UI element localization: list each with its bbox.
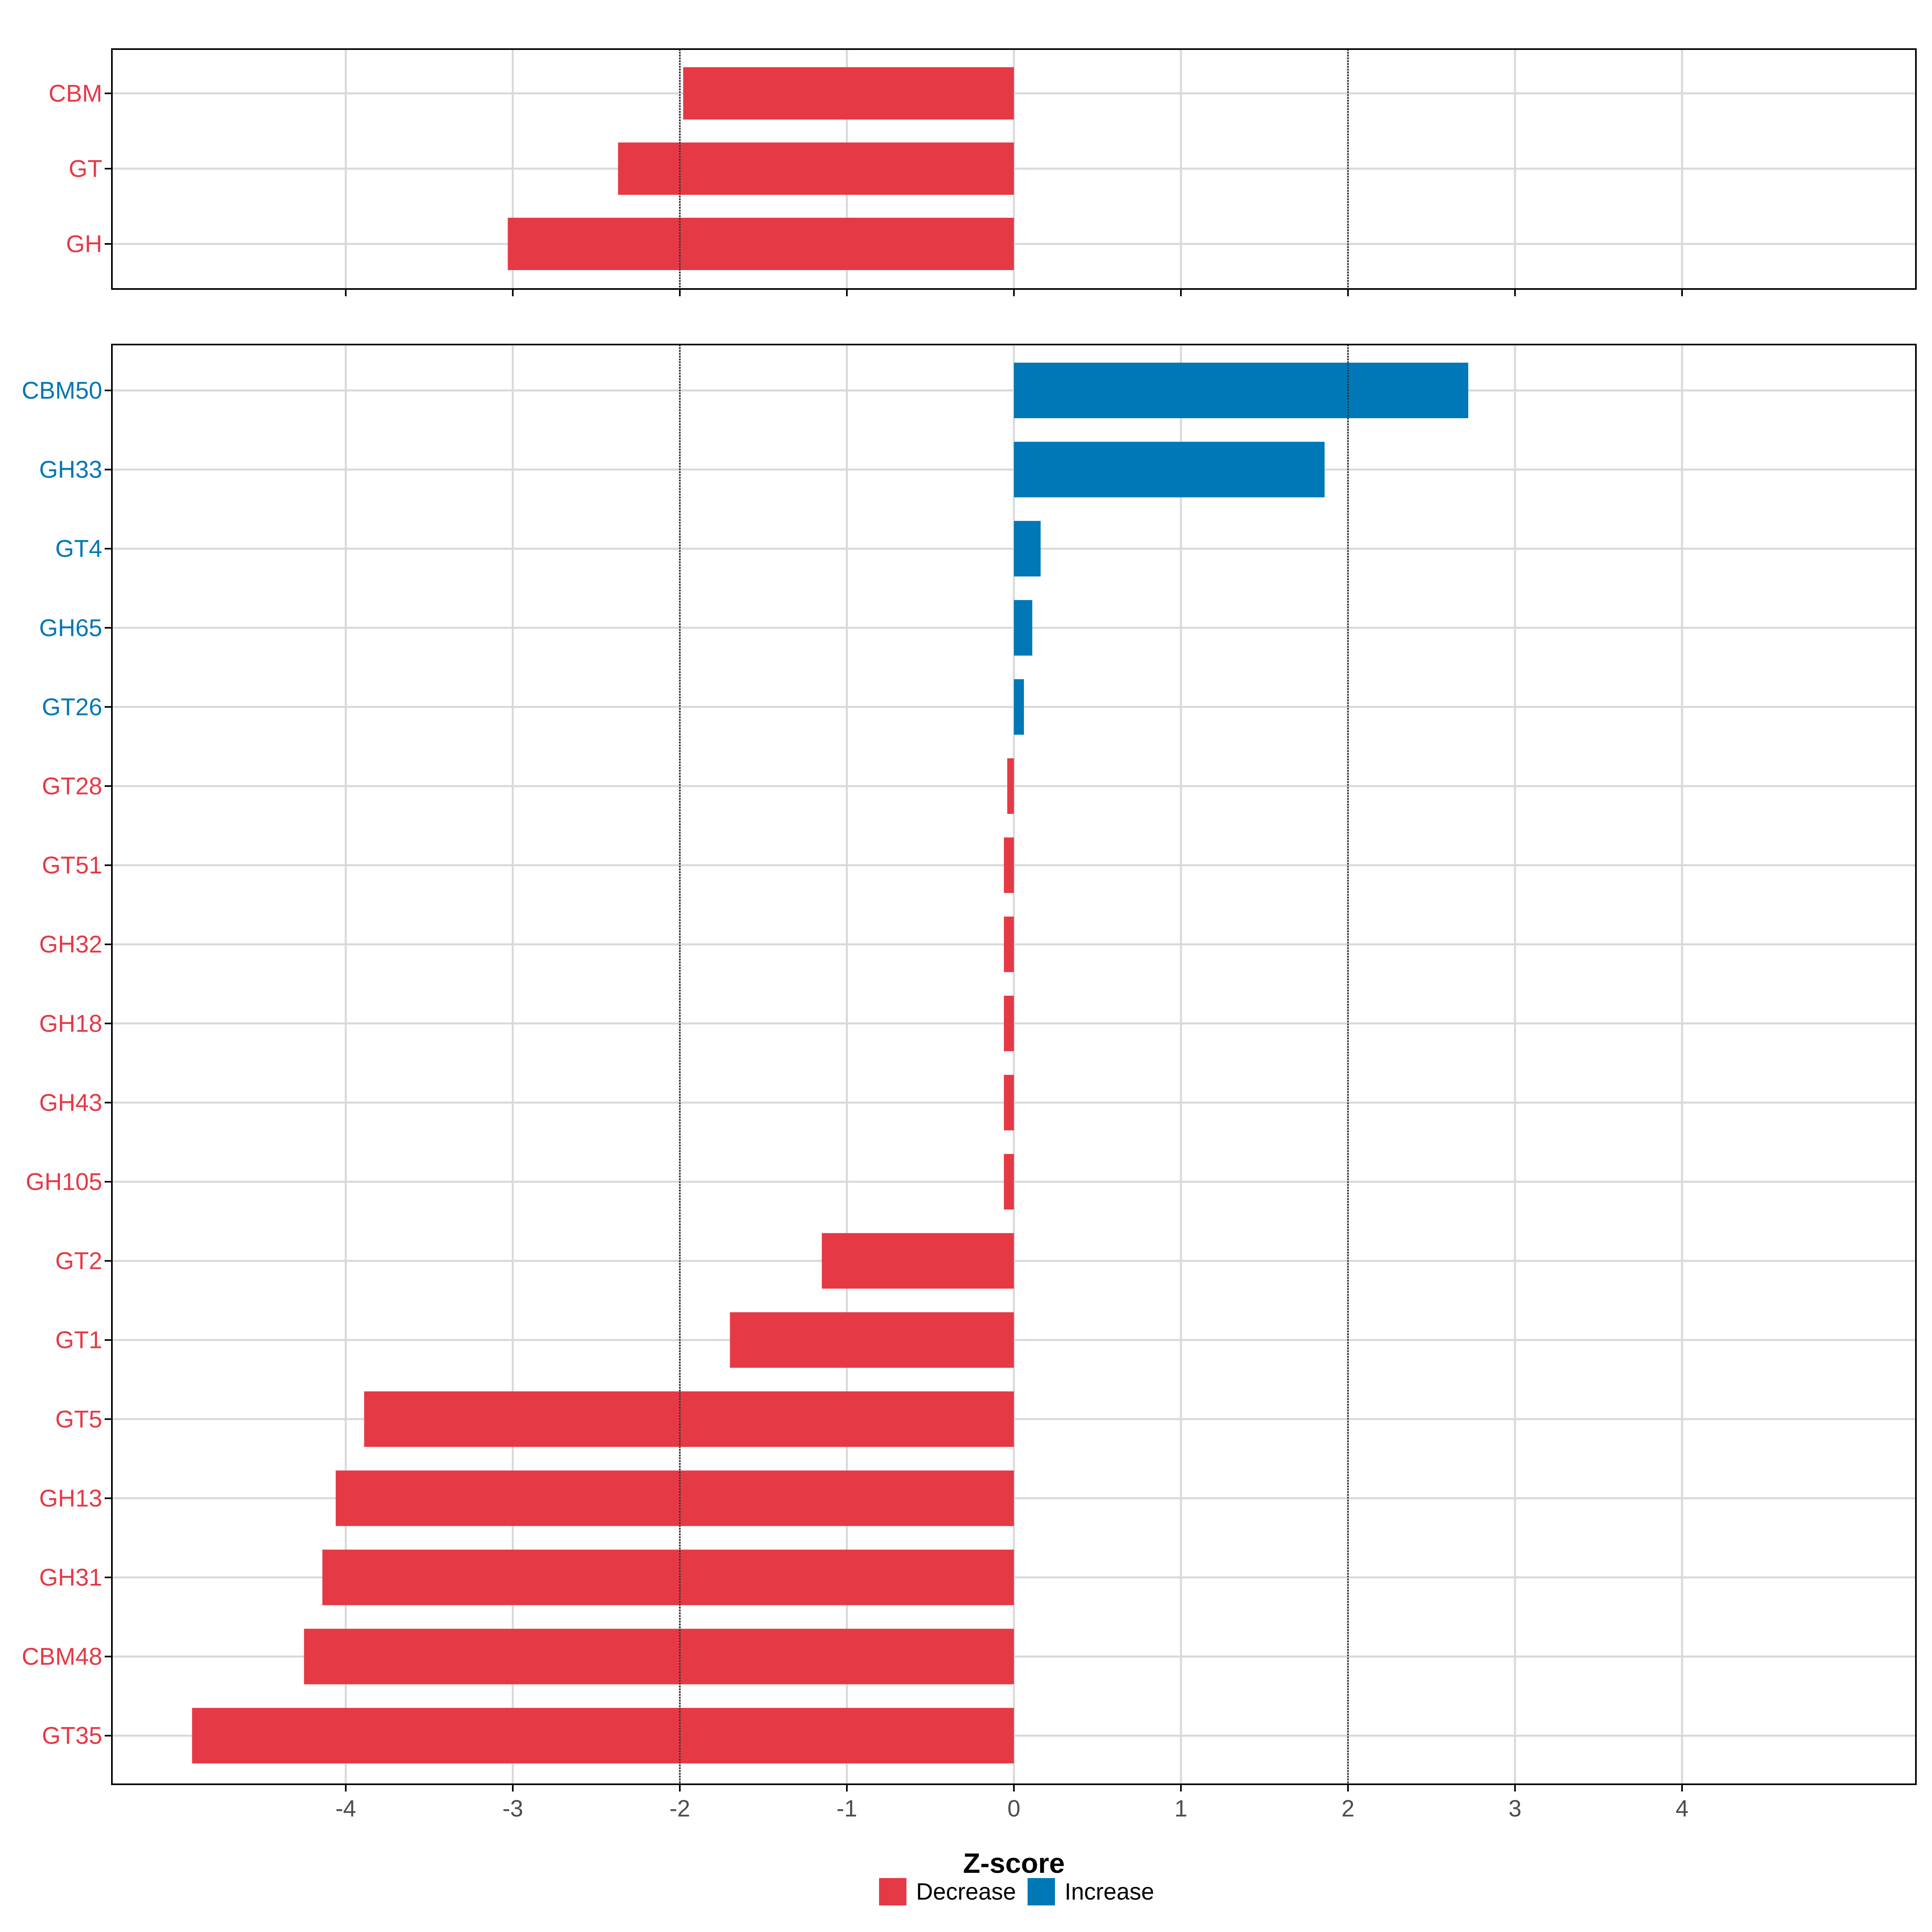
bar-gh33 (1014, 442, 1325, 497)
category-label: GH31 (39, 1564, 102, 1591)
category-label: GT2 (55, 1247, 102, 1274)
x-tick-label: 0 (1007, 1796, 1020, 1822)
x-tick-label: 1 (1174, 1796, 1187, 1822)
bar-gt35 (192, 1708, 1014, 1764)
legend-swatch-increase (1028, 1878, 1055, 1905)
x-tick-label: 4 (1676, 1796, 1688, 1822)
legend-swatch-decrease (879, 1878, 906, 1905)
x-axis-title: Z-score (963, 1847, 1065, 1879)
bar-gh43 (1004, 1075, 1014, 1131)
category-label: GT4 (55, 535, 102, 562)
bar-gh32 (1004, 916, 1014, 972)
category-label: GT35 (42, 1722, 102, 1749)
bar-cbm50 (1014, 363, 1468, 418)
category-label: GH105 (26, 1168, 102, 1195)
category-label: GH65 (39, 614, 102, 641)
legend-label: Increase (1065, 1879, 1154, 1905)
category-label: GH13 (39, 1485, 102, 1512)
legend-label: Decrease (916, 1879, 1016, 1905)
category-label: GH33 (39, 456, 102, 483)
bar-gt (618, 142, 1014, 195)
x-tick-label: -3 (502, 1796, 523, 1822)
x-tick-label: -4 (335, 1796, 356, 1822)
category-label: GT5 (55, 1406, 102, 1432)
bottom-panel: CBM50GH33GT4GH65GT26GT28GT51GH32GH18GH43… (22, 344, 1917, 1879)
bar-gh65 (1014, 600, 1032, 656)
category-label: CBM50 (22, 377, 102, 404)
category-label: GH (66, 231, 102, 258)
category-label: GT51 (42, 852, 102, 879)
bar-gh18 (1004, 995, 1014, 1051)
category-label: GT (69, 155, 102, 182)
category-label: GT26 (42, 694, 102, 720)
x-tick-label: -1 (836, 1796, 857, 1822)
category-label: GT1 (55, 1327, 102, 1354)
bar-gt51 (1004, 837, 1014, 893)
x-tick-label: -2 (669, 1796, 690, 1822)
bar-gh31 (322, 1550, 1014, 1605)
category-label: GH18 (39, 1010, 102, 1037)
top-panel: CBM GT GH (49, 48, 1917, 296)
bar-gh13 (336, 1470, 1014, 1526)
bar-gh (508, 218, 1014, 270)
bar-gt26 (1014, 679, 1024, 735)
bar-cbm48 (304, 1629, 1014, 1684)
x-tick-label: 3 (1509, 1796, 1521, 1822)
bar-gt1 (730, 1312, 1014, 1368)
bar-gt4 (1014, 521, 1041, 577)
category-label: CBM48 (22, 1643, 102, 1670)
x-tick-label: 2 (1342, 1796, 1354, 1822)
bar-gh105 (1004, 1154, 1014, 1210)
category-label: CBM (49, 80, 102, 107)
category-label: GT28 (42, 773, 102, 800)
legend: Decrease Increase (879, 1878, 1154, 1905)
bar-cbm (683, 67, 1014, 120)
category-label: GH32 (39, 931, 102, 958)
bar-gt2 (822, 1233, 1014, 1289)
category-label: GH43 (39, 1089, 102, 1116)
bar-gt5 (364, 1391, 1014, 1447)
bar-gt28 (1007, 758, 1014, 814)
